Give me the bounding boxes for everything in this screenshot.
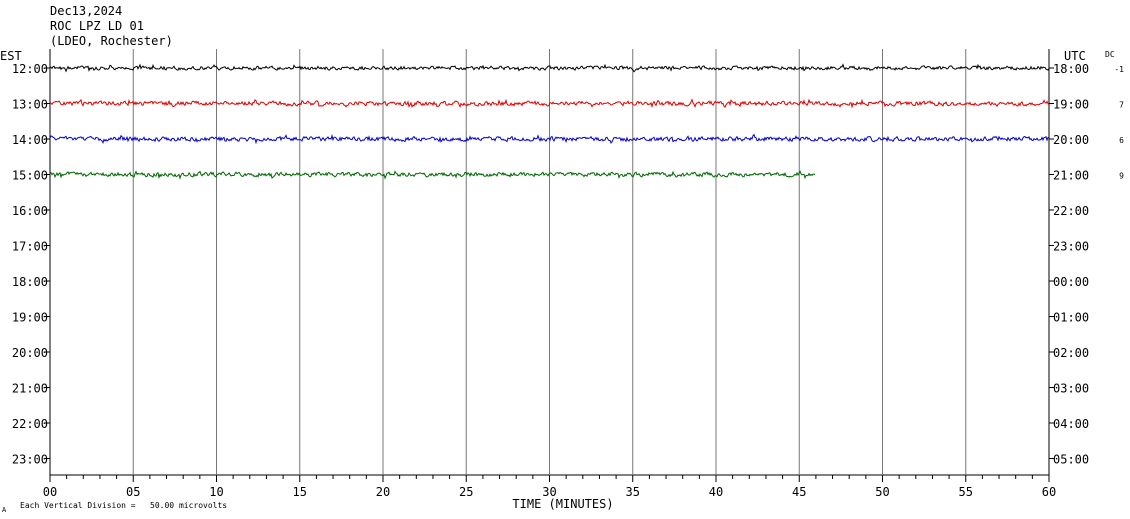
x-tick-label: 60 bbox=[1042, 485, 1056, 499]
utc-row-label: 20:00 bbox=[1053, 133, 1089, 147]
est-row-label: 14:00 bbox=[12, 133, 48, 147]
est-row-label: 22:00 bbox=[12, 417, 48, 431]
utc-row-label: 18:00 bbox=[1053, 62, 1089, 76]
est-row-label: 15:00 bbox=[12, 169, 48, 183]
x-tick-label: 10 bbox=[209, 485, 223, 499]
grid-lines bbox=[45, 49, 1054, 482]
dc-value: 7 bbox=[1119, 101, 1124, 110]
utc-row-label: 03:00 bbox=[1053, 382, 1089, 396]
x-tick-label: 05 bbox=[126, 485, 140, 499]
scale-note: Each Vertical Division = 50.00 microvolt… bbox=[20, 501, 227, 510]
station-label: ROC LPZ LD 01 bbox=[50, 19, 144, 33]
est-row-label: 19:00 bbox=[12, 311, 48, 325]
trace-1300 bbox=[49, 98, 1050, 109]
est-row-label: 23:00 bbox=[12, 453, 48, 467]
utc-row-label: 00:00 bbox=[1053, 275, 1089, 289]
x-tick-label: 35 bbox=[626, 485, 640, 499]
est-row-label: 18:00 bbox=[12, 275, 48, 289]
right-axis-title: UTC bbox=[1064, 49, 1086, 63]
utc-row-label: 19:00 bbox=[1053, 98, 1089, 112]
chart-date: Dec13,2024 bbox=[50, 4, 123, 18]
est-row-label: 12:00 bbox=[12, 62, 48, 76]
utc-row-label: 05:00 bbox=[1053, 453, 1089, 467]
est-row-label: 13:00 bbox=[12, 98, 48, 112]
dc-value: -1 bbox=[1114, 65, 1124, 74]
x-tick-label: 55 bbox=[959, 485, 973, 499]
left-axis-title: EST bbox=[0, 49, 22, 63]
utc-row-label: 21:00 bbox=[1053, 169, 1089, 183]
trace-1200 bbox=[49, 63, 1050, 73]
utc-row-label: 23:00 bbox=[1053, 240, 1089, 254]
utc-row-label: 04:00 bbox=[1053, 417, 1089, 431]
x-tick-label: 40 bbox=[709, 485, 723, 499]
x-tick-label: 25 bbox=[459, 485, 473, 499]
axis-labels: 00 05 10 15 20 25 30 35 40 45 50 55 60 12:00 18:00 13:0… bbox=[12, 62, 1124, 499]
x-axis-title: TIME (MINUTES) bbox=[512, 497, 613, 511]
trace-1500 bbox=[49, 170, 816, 180]
est-row-label: 20:00 bbox=[12, 346, 48, 360]
utc-row-label: 22:00 bbox=[1053, 204, 1089, 218]
seismogram-traces bbox=[49, 63, 1050, 180]
dc-value: 6 bbox=[1119, 136, 1124, 145]
utc-row-label: 02:00 bbox=[1053, 346, 1089, 360]
corner-mark: A bbox=[2, 506, 7, 514]
x-tick-label: 20 bbox=[376, 485, 390, 499]
utc-row-label: 01:00 bbox=[1053, 311, 1089, 325]
est-row-label: 16:00 bbox=[12, 204, 48, 218]
est-row-label: 17:00 bbox=[12, 240, 48, 254]
x-tick-label: 00 bbox=[43, 485, 57, 499]
x-tick-label: 30 bbox=[542, 485, 556, 499]
network-label: (LDEO, Rochester) bbox=[50, 34, 173, 48]
x-tick-label: 50 bbox=[875, 485, 889, 499]
x-tick-label: 45 bbox=[792, 485, 806, 499]
dc-value: 9 bbox=[1119, 172, 1124, 181]
trace-1400 bbox=[49, 133, 1050, 145]
x-tick-label: 15 bbox=[293, 485, 307, 499]
dc-title: DC bbox=[1105, 50, 1115, 59]
est-row-label: 21:00 bbox=[12, 382, 48, 396]
